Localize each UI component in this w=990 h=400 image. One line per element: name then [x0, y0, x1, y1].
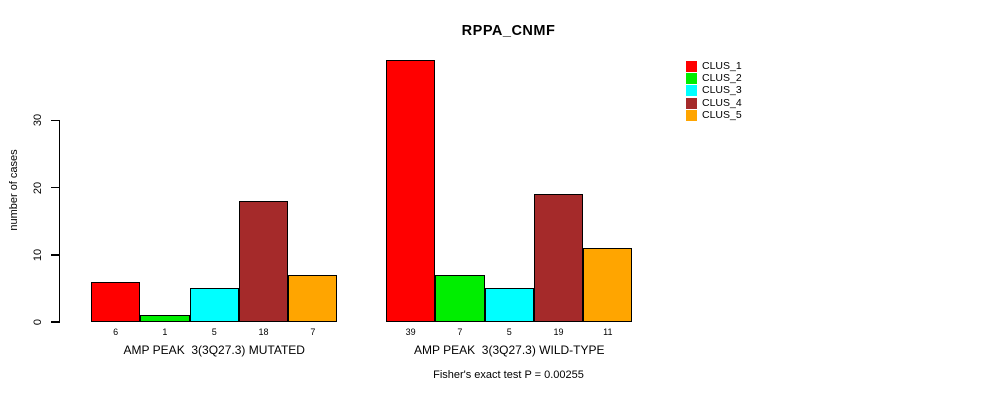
bar-clus_2-group1 — [140, 315, 190, 322]
bar-value-label: 5 — [211, 326, 217, 337]
bar-value-label: 19 — [553, 326, 564, 337]
annotation-text: Fisher's exact test P = 0.00255 — [433, 369, 584, 381]
legend-item-clus_4: CLUS_4 — [686, 97, 742, 109]
legend-label: CLUS_2 — [702, 72, 742, 85]
legend-label: CLUS_1 — [702, 59, 742, 72]
bar-value-label: 5 — [506, 326, 512, 337]
bar-clus_3-group2 — [484, 288, 534, 322]
y-axis-tick — [50, 321, 59, 323]
bar-value-label: 7 — [457, 326, 463, 337]
legend-swatch-clus_5 — [686, 110, 697, 122]
legend-swatch-clus_4 — [686, 97, 697, 109]
legend-swatch-clus_2 — [686, 73, 697, 85]
y-axis-line — [58, 120, 60, 324]
bar-clus_3-group1 — [189, 288, 239, 322]
y-axis-tick-label: 30 — [32, 114, 44, 127]
y-axis-tick — [50, 119, 59, 122]
bar-clus_4-group2 — [533, 194, 584, 322]
bar-value-label: 18 — [258, 326, 269, 337]
bar-clus_5-group2 — [583, 248, 633, 322]
y-axis-tick-label: 20 — [32, 181, 44, 194]
bar-clus_1-group1 — [91, 281, 141, 322]
legend-item-clus_5: CLUS_5 — [686, 110, 742, 122]
y-axis-tick — [50, 186, 59, 189]
legend-label: CLUS_4 — [702, 96, 742, 109]
legend-item-clus_1: CLUS_1 — [686, 60, 742, 72]
y-axis-tick-label: 0 — [32, 318, 44, 326]
y-axis-tick — [50, 254, 59, 256]
bar-clus_5-group1 — [288, 274, 338, 322]
x-axis-group-label: AMP PEAK 3(3Q27.3) WILD-TYPE — [413, 342, 605, 357]
bar-value-label: 1 — [162, 326, 168, 337]
legend-swatch-clus_3 — [686, 85, 697, 97]
legend-label: CLUS_3 — [702, 84, 742, 97]
legend-label: CLUS_5 — [702, 109, 742, 122]
bar-value-label: 39 — [405, 326, 416, 337]
legend-swatch-clus_1 — [686, 60, 697, 72]
bar-clus_4-group1 — [238, 200, 289, 322]
bar-value-label: 11 — [603, 326, 613, 337]
bar-clus_2-group2 — [435, 274, 485, 322]
bar-value-label: 7 — [310, 326, 316, 337]
legend-item-clus_3: CLUS_3 — [686, 85, 742, 97]
y-axis-tick-label: 10 — [32, 248, 44, 261]
plot-title: RPPA_CNMF — [461, 23, 556, 39]
bar-clus_1-group2 — [386, 59, 436, 322]
bar-value-label: 6 — [113, 326, 119, 337]
legend: CLUS_1 CLUS_2 CLUS_3 CLUS_4 CLUS_5 — [686, 60, 742, 122]
x-axis-group-label: AMP PEAK 3(3Q27.3) MUTATED — [123, 342, 305, 357]
legend-item-clus_2: CLUS_2 — [686, 72, 742, 85]
